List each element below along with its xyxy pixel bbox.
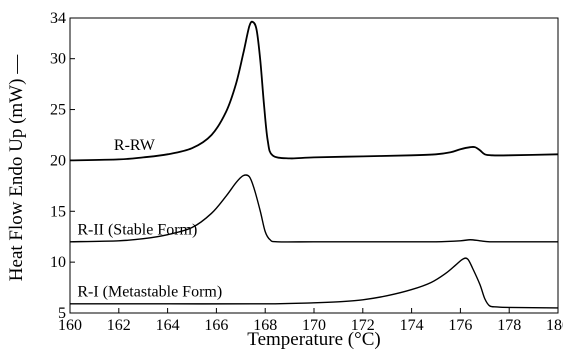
series-line-r-i xyxy=(70,257,559,309)
y-tick-label: 30 xyxy=(50,51,66,68)
plot-frame xyxy=(69,17,559,314)
y-tick-label: 15 xyxy=(50,203,66,220)
x-tick-label: 168 xyxy=(253,317,277,334)
x-tick-label: 172 xyxy=(351,317,375,334)
x-axis: 160 162 164 166 168 170 172 174 176 178 180 xyxy=(58,308,563,334)
x-tick-label: 174 xyxy=(400,317,424,334)
x-tick-label: 164 xyxy=(156,317,180,334)
y-tick-label: 34 xyxy=(50,10,66,27)
x-tick-label: 170 xyxy=(302,317,326,334)
series-label-r-rw: R-RW xyxy=(114,137,156,154)
y-axis: 5 10 15 20 25 30 34 xyxy=(50,10,75,322)
y-tick-label: 20 xyxy=(50,152,66,169)
x-tick-label: 178 xyxy=(497,317,521,334)
y-tick-label: 10 xyxy=(50,254,66,271)
series-line-r-ii xyxy=(69,174,558,243)
series-lines xyxy=(69,20,559,309)
x-tick-label: 162 xyxy=(107,317,131,334)
y-tick-label: 25 xyxy=(50,102,66,119)
series-labels: R-RW R-II (Stable Form) R-I (Metastable Fo… xyxy=(77,137,222,300)
y-tick-label: 5 xyxy=(58,305,66,322)
x-axis-title: Temperature (°C) xyxy=(247,329,380,350)
x-tick-label: 176 xyxy=(448,317,472,334)
x-tick-label: 180 xyxy=(546,317,563,334)
y-axis-title: Heat Flow Endo Up (mW) — xyxy=(6,54,27,281)
series-label-r-ii: R-II (Stable Form) xyxy=(77,222,197,239)
series-label-r-i: R-I (Metastable Form) xyxy=(77,284,222,301)
x-tick-label: 160 xyxy=(58,317,82,334)
x-tick-label: 166 xyxy=(204,317,228,334)
series-line-r-rw xyxy=(69,20,559,162)
